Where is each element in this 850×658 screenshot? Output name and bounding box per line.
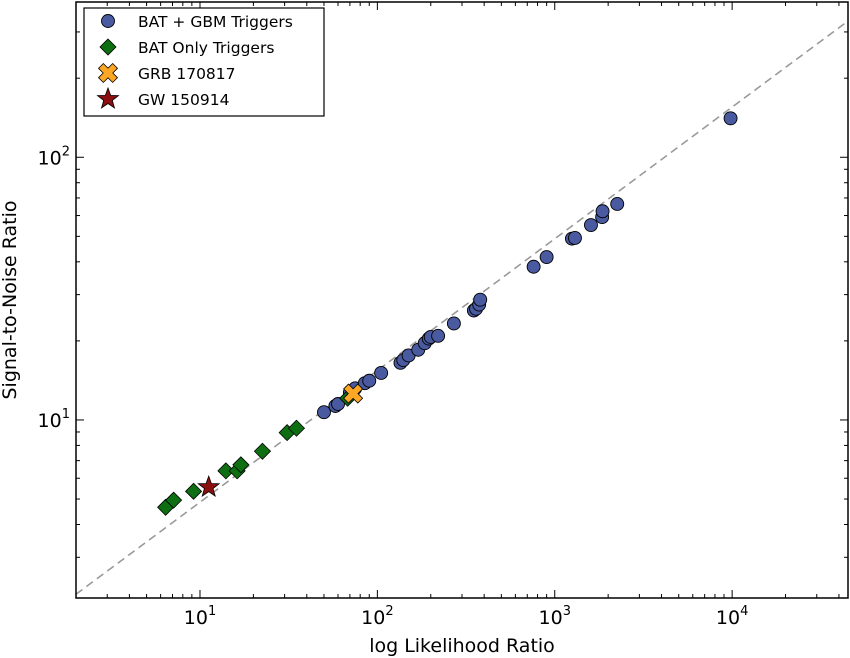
- legend-label: GRB 170817: [138, 65, 236, 83]
- x-tick-label: 103: [539, 604, 571, 629]
- bat-only-point: [217, 462, 235, 480]
- bat-gbm-point: [723, 111, 738, 126]
- legend-marker-grb: [97, 62, 119, 84]
- x-axis-label: log Likelihood Ratio: [369, 635, 555, 657]
- legend-marker-bat-gbm: [101, 14, 115, 28]
- bat-gbm-point: [317, 405, 331, 420]
- bat-gbm-point: [526, 259, 541, 274]
- y-tick-label: 102: [38, 144, 70, 169]
- bat-only-point: [253, 442, 272, 460]
- legend-label: GW 150914: [138, 91, 229, 109]
- data-points-layer: [157, 111, 738, 516]
- bat-gbm-point: [431, 328, 446, 343]
- reference-line: [75, 20, 849, 595]
- gw-150914-point: [197, 474, 221, 497]
- legend-box: [83, 7, 325, 117]
- y-tick-label: 101: [38, 407, 70, 432]
- bat-gbm-point: [473, 292, 488, 307]
- bat-only-point: [165, 491, 183, 509]
- legend-marker-bat-only: [99, 38, 117, 56]
- x-tick-label: 104: [716, 604, 748, 629]
- legend-label: BAT Only Triggers: [138, 39, 274, 57]
- bat-only-point: [287, 419, 306, 437]
- bat-gbm-point: [539, 250, 554, 265]
- bat-only-point: [232, 456, 250, 474]
- bat-only-point: [184, 482, 203, 500]
- legend: BAT + GBM Triggers BAT Only Triggers GRB 1…: [83, 7, 325, 117]
- bat-gbm-point: [374, 365, 389, 380]
- bat-gbm-point: [331, 397, 345, 411]
- bat-gbm-point: [610, 197, 625, 211]
- bat-gbm-point: [568, 231, 582, 245]
- bat-gbm-point: [595, 204, 610, 219]
- bat-gbm-point: [362, 373, 377, 388]
- bat-gbm-point: [584, 218, 598, 233]
- legend-marker-gw: [96, 86, 120, 109]
- bat-gbm-point: [446, 316, 461, 331]
- x-tick-label: 101: [184, 604, 216, 629]
- y-axis-label: Signal-to-Noise Ratio: [0, 200, 21, 399]
- legend-entries: BAT + GBM Triggers BAT Only Triggers GRB 1…: [96, 13, 293, 109]
- legend-label: BAT + GBM Triggers: [138, 13, 293, 31]
- grb-170817-point: [343, 383, 364, 404]
- x-tick-label: 102: [361, 604, 393, 629]
- reference-line-layer: [75, 20, 849, 595]
- axis-ticks-layer: 101 102 103 104 101 102: [38, 2, 848, 629]
